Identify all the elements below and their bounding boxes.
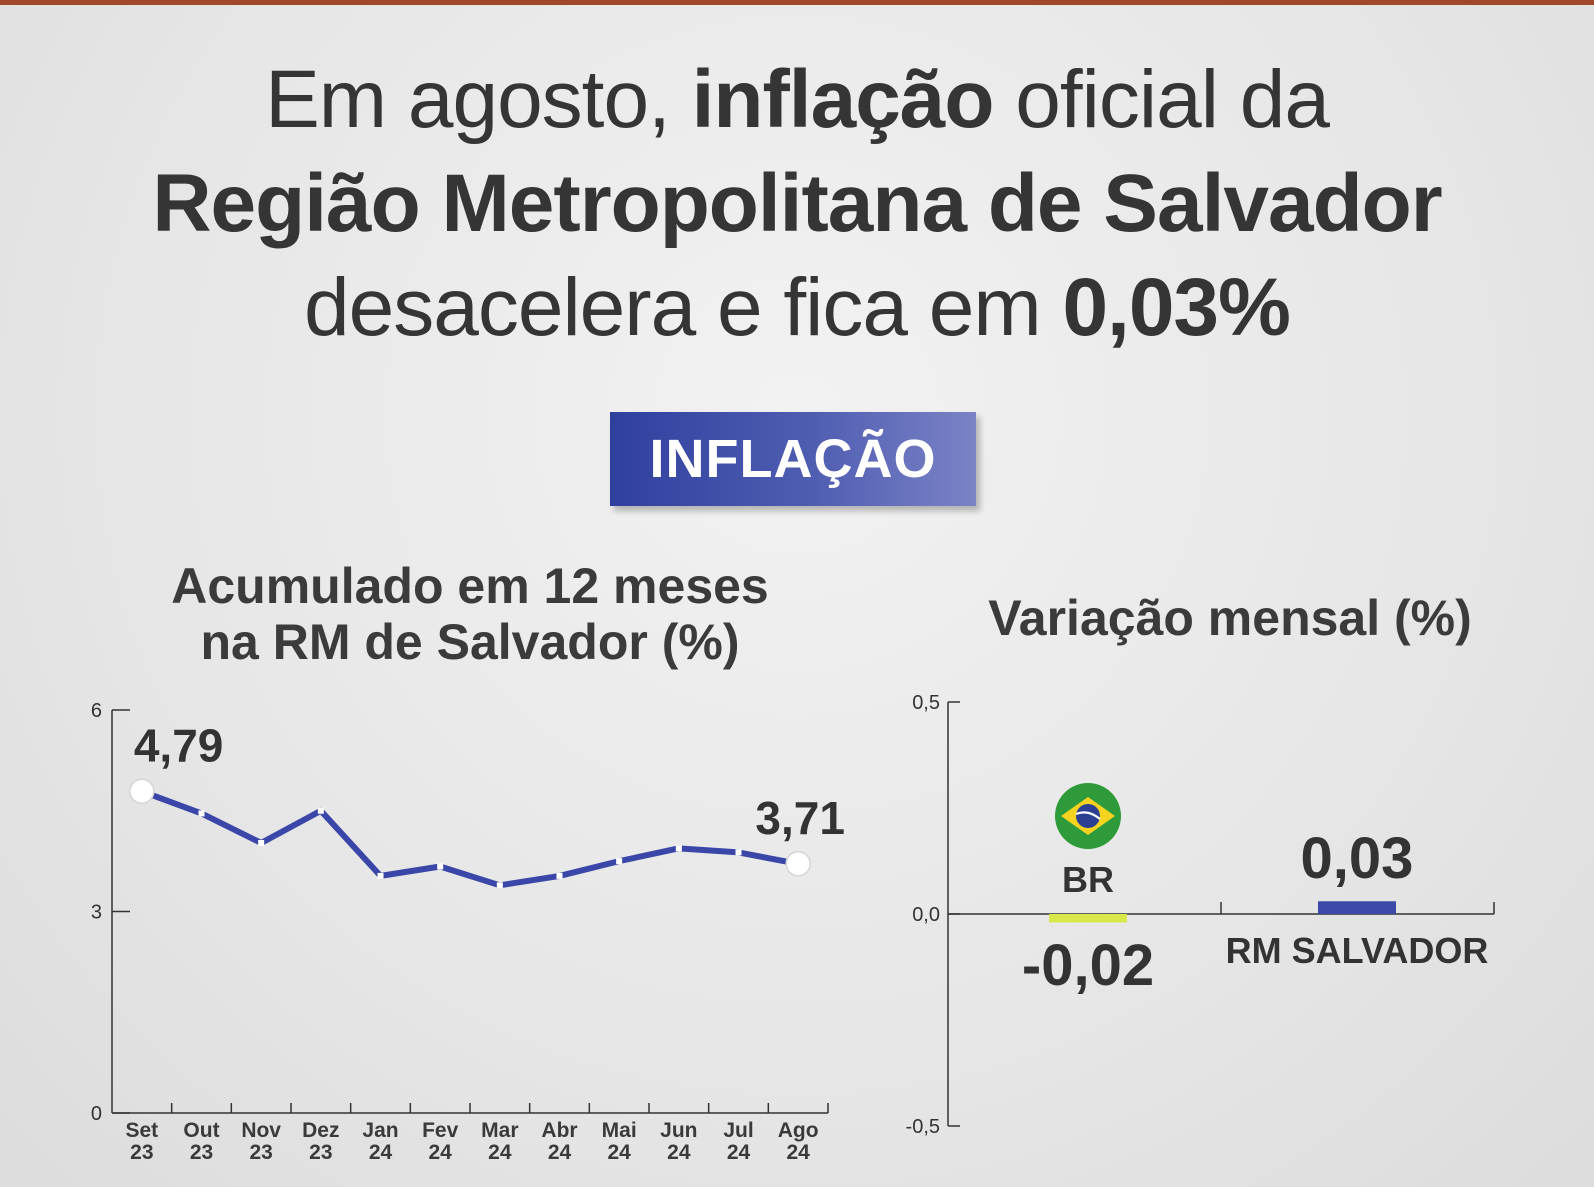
headline-emphasis: Região Metropolitana de Salvador bbox=[152, 158, 1442, 249]
x-tick-label-month: Fev bbox=[422, 1119, 459, 1142]
line-chart-title: Acumulado em 12 meses na RM de Salvador … bbox=[130, 558, 810, 670]
headline-text: desacelera e fica em bbox=[304, 262, 1063, 353]
data-point bbox=[437, 863, 444, 870]
top-accent-bar bbox=[0, 0, 1594, 5]
headline-emphasis: inflação bbox=[691, 54, 995, 145]
x-tick-label-year: 24 bbox=[667, 1141, 691, 1164]
headline-line-3: desacelera e fica em 0,03% bbox=[0, 256, 1594, 360]
bar-br bbox=[1049, 914, 1127, 923]
x-tick-label-year: 24 bbox=[786, 1141, 810, 1164]
x-tick-label-month: Out bbox=[183, 1119, 219, 1142]
brazil-flag-icon bbox=[1055, 783, 1121, 849]
x-tick-label-month: Dez bbox=[302, 1119, 339, 1142]
headline: Em agosto, inflação oficial da Região Me… bbox=[0, 48, 1594, 360]
y-tick-label: 0,0 bbox=[912, 904, 940, 926]
data-label: 4,79 bbox=[134, 719, 224, 771]
x-tick-label-year: 23 bbox=[130, 1141, 153, 1164]
x-tick-label-month: Nov bbox=[241, 1119, 281, 1142]
headline-line-2: Região Metropolitana de Salvador bbox=[0, 152, 1594, 256]
line-chart-title-line: na RM de Salvador (%) bbox=[200, 614, 740, 670]
bar-value-label: -0,02 bbox=[1022, 933, 1154, 998]
y-tick-label: 6 bbox=[91, 700, 102, 722]
y-tick-label: 0 bbox=[91, 1103, 102, 1125]
line-chart-title-line: Acumulado em 12 meses bbox=[171, 558, 769, 614]
flag-band bbox=[1075, 811, 1101, 820]
x-tick-label-month: Ago bbox=[778, 1119, 819, 1142]
x-tick-label-year: 24 bbox=[548, 1141, 572, 1164]
x-tick-label-year: 24 bbox=[488, 1141, 512, 1164]
y-tick-label: 0,5 bbox=[912, 692, 940, 714]
headline-line-1: Em agosto, inflação oficial da bbox=[0, 48, 1594, 152]
headline-text: Em agosto, bbox=[265, 54, 692, 145]
data-point bbox=[496, 882, 503, 889]
data-point bbox=[317, 807, 324, 814]
x-tick-label-month: Mai bbox=[602, 1119, 637, 1142]
x-tick-label-month: Jul bbox=[723, 1119, 753, 1142]
x-tick-label-year: 23 bbox=[309, 1141, 332, 1164]
headline-emphasis: 0,03% bbox=[1062, 262, 1291, 353]
x-tick-label-month: Mar bbox=[481, 1119, 518, 1142]
x-tick-label-year: 24 bbox=[428, 1141, 452, 1164]
x-tick-label-month: Set bbox=[125, 1119, 158, 1142]
x-tick-label-month: Jan bbox=[362, 1119, 398, 1142]
data-point-highlight bbox=[785, 851, 811, 877]
data-point bbox=[556, 872, 563, 879]
data-point bbox=[377, 872, 384, 879]
y-tick-label: -0,5 bbox=[906, 1116, 940, 1138]
bar-chart-title: Variação mensal (%) bbox=[988, 590, 1472, 646]
bar-category-label: BR bbox=[1062, 859, 1114, 900]
bar-rm-salvador bbox=[1318, 901, 1396, 914]
data-point-highlight bbox=[129, 778, 155, 805]
headline-text: oficial da bbox=[993, 54, 1330, 145]
y-tick-label: 3 bbox=[91, 902, 102, 924]
data-point bbox=[735, 849, 742, 856]
data-point bbox=[258, 839, 265, 846]
data-point bbox=[675, 845, 682, 852]
series-line bbox=[138, 788, 802, 889]
inflation-tag: INFLAÇÃO bbox=[610, 412, 976, 506]
flag-globe bbox=[1076, 804, 1100, 828]
x-tick-label-month: Jun bbox=[660, 1119, 697, 1142]
bar-value-label: 0,03 bbox=[1301, 826, 1414, 891]
bar-category-label: RM SALVADOR bbox=[1226, 930, 1489, 971]
x-tick-label-year: 23 bbox=[249, 1141, 272, 1164]
x-tick-label-month: Abr bbox=[541, 1119, 577, 1142]
data-label: 3,71 bbox=[755, 792, 845, 844]
x-tick-label-year: 23 bbox=[190, 1141, 213, 1164]
x-tick-label-year: 24 bbox=[727, 1141, 751, 1164]
data-point bbox=[616, 858, 623, 865]
x-tick-label-year: 24 bbox=[607, 1141, 631, 1164]
x-tick-label-year: 24 bbox=[369, 1141, 393, 1164]
data-point bbox=[198, 810, 205, 817]
